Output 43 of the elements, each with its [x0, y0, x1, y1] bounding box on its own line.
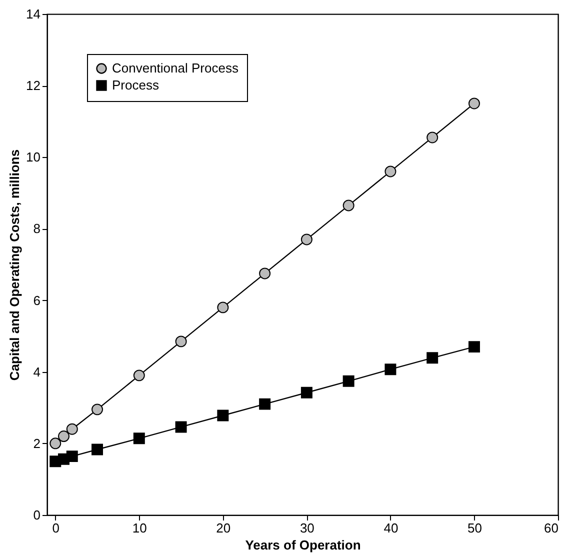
- point: [50, 438, 62, 450]
- y-tick-label: 2: [33, 436, 40, 451]
- point: [259, 398, 271, 410]
- point: [468, 341, 480, 353]
- point: [175, 336, 187, 348]
- x-tick-label: 40: [384, 520, 398, 536]
- x-tick-label: 10: [132, 520, 147, 536]
- point: [133, 432, 145, 444]
- point: [384, 364, 396, 376]
- point: [300, 386, 312, 398]
- point: [384, 166, 396, 178]
- x-tick-label: 0: [52, 520, 60, 536]
- y-tick-label: 12: [26, 78, 40, 94]
- y-tick-label: 8: [33, 221, 40, 236]
- y-tick-label: 10: [26, 150, 40, 165]
- point: [468, 98, 480, 110]
- point: [217, 410, 229, 422]
- point: [300, 234, 312, 246]
- x-axis-title: Years of Operation: [245, 538, 361, 552]
- point: [426, 132, 438, 144]
- point: [66, 450, 78, 462]
- point: [92, 444, 104, 456]
- y-tick-label: 14: [26, 6, 40, 22]
- x-tick-label: 50: [467, 520, 482, 536]
- point: [342, 200, 354, 212]
- x-tick-label: 30: [300, 520, 314, 536]
- point: [426, 352, 438, 364]
- point: [217, 302, 229, 314]
- legend-label: Process: [112, 78, 160, 92]
- point: [259, 268, 271, 280]
- legend-label: Conventional Process: [112, 60, 239, 76]
- y-tick-label: 0: [33, 508, 40, 522]
- point: [58, 430, 70, 442]
- y-axis-title: Capital and Operating Costs, millions: [7, 149, 22, 381]
- x-tick-label: 20: [216, 520, 231, 536]
- point: [175, 421, 187, 433]
- point: [66, 423, 78, 435]
- point: [92, 404, 104, 416]
- x-tick-label: 60: [544, 520, 558, 536]
- y-tick-label: 6: [33, 292, 40, 308]
- point: [342, 375, 354, 387]
- y-tick-label: 4: [33, 364, 40, 380]
- point: [133, 370, 145, 382]
